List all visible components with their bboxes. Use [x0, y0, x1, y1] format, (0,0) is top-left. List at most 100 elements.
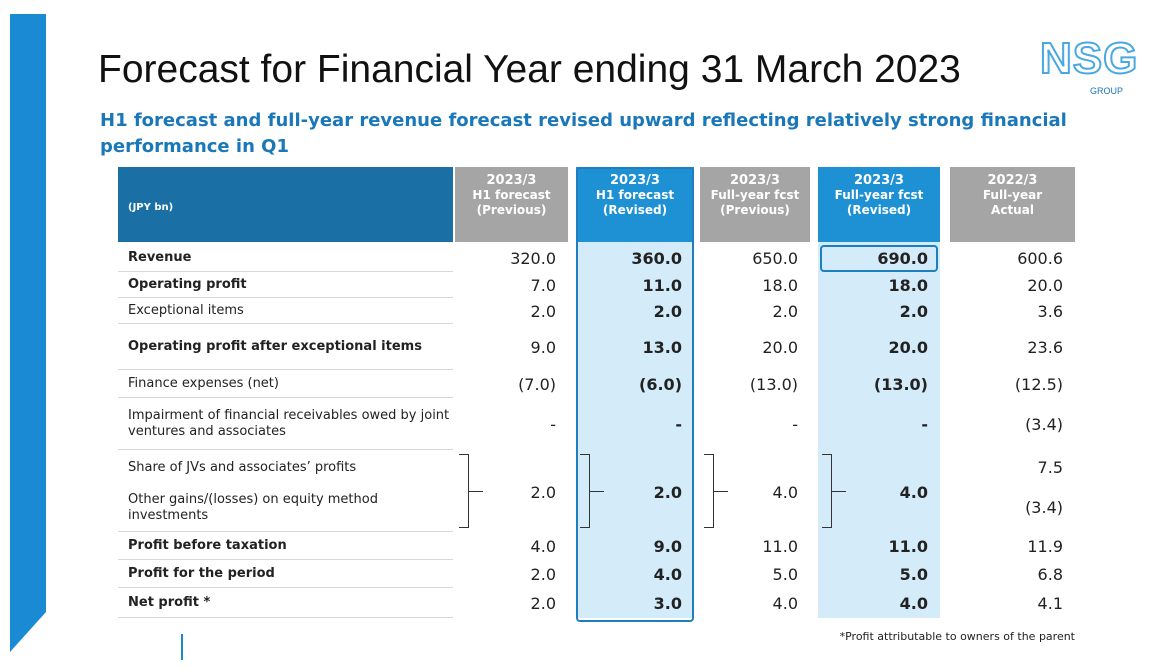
column-header-text: 2023/3	[730, 173, 780, 188]
column-header: 2023/3 H1 forecast (Revised)	[576, 167, 694, 242]
cell: 11.0	[888, 537, 928, 556]
cell: 2.0	[653, 482, 682, 502]
cell: 18.0	[888, 275, 928, 295]
bracket	[459, 454, 469, 528]
column-header-text: 2023/3	[610, 173, 660, 188]
cell: -	[792, 414, 798, 434]
cell: 600.6	[1017, 248, 1063, 268]
cell: 2.0	[772, 301, 798, 321]
row-label: Profit before taxation	[118, 533, 453, 560]
row-label: Exceptional items	[118, 298, 453, 324]
column-header-text: 2022/3	[987, 173, 1038, 188]
column-header-text: Full-year fcst	[710, 188, 800, 202]
row-label: Share of JVs and associates’ profits	[128, 459, 357, 475]
bracket-tick	[469, 491, 483, 492]
title: Forecast for Financial Year ending 31 Ma…	[98, 48, 961, 91]
highlight-box	[820, 245, 938, 272]
cell: 4.0	[899, 482, 928, 502]
cell: 4.0	[899, 593, 928, 613]
cell: 13.0	[642, 337, 682, 357]
column-header: 2023/3 H1 forecast (Previous)	[455, 167, 568, 242]
cell: 3.0	[653, 593, 682, 613]
cell: 20.0	[762, 337, 798, 357]
cell: (12.5)	[1014, 374, 1063, 394]
bracket	[822, 454, 832, 528]
cell: 2.0	[530, 593, 556, 613]
revised-bg	[818, 242, 940, 618]
cell: 4.0	[772, 593, 798, 613]
logo: NSG	[1039, 33, 1139, 84]
cell: 5.0	[772, 564, 798, 584]
bracket	[580, 454, 590, 528]
column-header: 2023/3 Full-year fcst (Previous)	[700, 167, 810, 242]
cell: 4.0	[772, 482, 798, 502]
unit-header: (JPY bn)	[118, 167, 453, 242]
cell: 4.0	[653, 564, 682, 584]
cell: 360.0	[631, 248, 682, 268]
bracket-tick	[714, 491, 728, 492]
subtitle: H1 forecast and full-year revenue foreca…	[100, 110, 1067, 157]
column-header-text: 2023/3	[854, 173, 904, 188]
column-header-text: H1 forecast	[595, 188, 675, 202]
column-header-text: 2023/3	[486, 173, 537, 188]
cell: -	[550, 414, 556, 434]
bracket-tick	[832, 491, 846, 492]
column-header-text: Full-year	[982, 188, 1043, 202]
cell: 23.6	[1027, 337, 1063, 357]
footnote: *Profit attributable to owners of the pa…	[839, 630, 1075, 643]
cell: (13.0)	[749, 374, 798, 394]
cell: 2.0	[530, 564, 556, 584]
cell: (6.0)	[639, 374, 682, 394]
column-header-text: (Previous)	[720, 203, 790, 217]
cell: 2.0	[530, 301, 556, 321]
column-header-text: (Revised)	[846, 203, 912, 217]
cell: 2.0	[899, 301, 928, 321]
column-header: 2022/3 Full-year Actual	[950, 167, 1075, 242]
row-label: Finance expenses (net)	[118, 370, 453, 398]
revised-outline	[576, 167, 694, 622]
cell: 4.0	[530, 537, 556, 556]
cell: 9.0	[530, 337, 556, 357]
row-label: Other gains/(losses) on equity method in…	[128, 491, 378, 523]
column-header-text: Actual	[991, 203, 1034, 217]
row-label: Net profit *	[118, 588, 453, 618]
cell: (3.4)	[1025, 414, 1063, 434]
cell: 5.0	[899, 564, 928, 584]
cell: 11.0	[762, 537, 798, 556]
cell: -	[921, 414, 928, 434]
row-label: Profit for the period	[118, 560, 453, 588]
bracket-tick	[590, 491, 604, 492]
cell: 690.0	[877, 248, 928, 268]
cell: 2.0	[530, 482, 556, 502]
column-header: 2023/3 Full-year fcst (Revised)	[818, 167, 940, 242]
side-bar	[10, 14, 46, 652]
cell: (7.0)	[518, 374, 556, 394]
row-label: Operating profit	[118, 272, 453, 298]
column-header-text: Full-year fcst	[834, 188, 924, 202]
revised-bg	[576, 242, 694, 618]
cell: 18.0	[762, 275, 798, 295]
cell: -	[675, 414, 682, 434]
cell: 4.1	[1037, 593, 1063, 613]
bracket	[704, 454, 714, 528]
logo-sub: GROUP	[1090, 86, 1124, 96]
row-sep	[118, 452, 453, 532]
cell: 320.0	[510, 248, 556, 268]
cell: (13.0)	[873, 374, 928, 394]
cell: 20.0	[888, 337, 928, 357]
cell: 7.0	[530, 275, 556, 295]
cell: 20.0	[1027, 275, 1063, 295]
cell: 7.5	[1037, 458, 1063, 477]
row-label: Operating profit after exceptional items	[118, 324, 453, 370]
column-header-text: (Previous)	[476, 203, 547, 217]
cell: 11.9	[1027, 537, 1063, 556]
cell: 9.0	[653, 537, 682, 556]
row-label: Impairment of financial receivables owed…	[118, 398, 453, 450]
cell: 11.0	[642, 275, 682, 295]
column-header-text: (Revised)	[602, 203, 668, 217]
column-header-text: H1 forecast	[472, 188, 551, 202]
cell: (3.4)	[1025, 498, 1063, 517]
row-label: Revenue	[118, 244, 453, 272]
